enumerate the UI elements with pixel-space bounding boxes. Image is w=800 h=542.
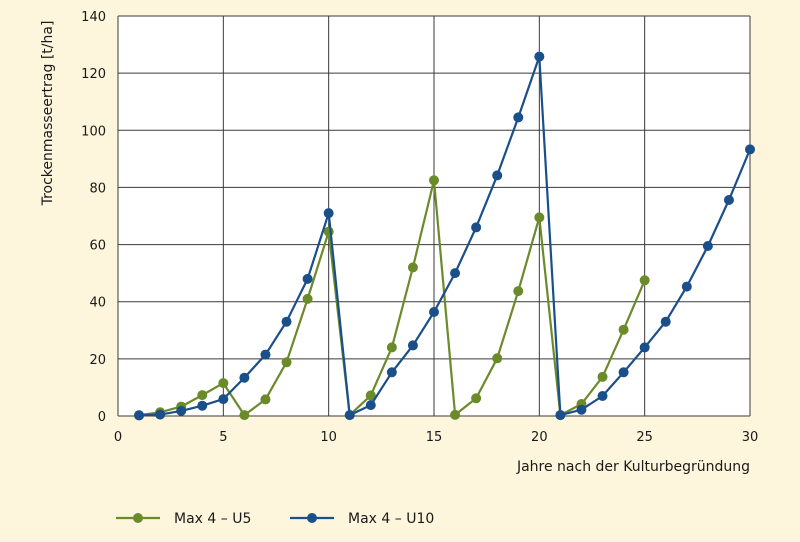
y-tick-label-80: 80 bbox=[89, 181, 106, 196]
data-point-s1-10 bbox=[323, 208, 334, 219]
legend: Max 4 – U5 Max 4 – U10 bbox=[116, 511, 434, 527]
data-point-s0-24 bbox=[618, 324, 629, 335]
data-point-s0-6 bbox=[239, 410, 250, 421]
data-point-s1-5 bbox=[218, 394, 229, 405]
data-point-s0-7 bbox=[260, 394, 271, 405]
data-point-s1-4 bbox=[197, 400, 208, 411]
data-point-s1-24 bbox=[618, 367, 629, 378]
data-point-s0-14 bbox=[407, 262, 418, 273]
data-point-s0-13 bbox=[386, 342, 397, 353]
data-point-s0-16 bbox=[450, 409, 461, 420]
data-point-s1-2 bbox=[155, 409, 166, 420]
x-tick-label-20: 20 bbox=[531, 430, 548, 445]
legend-marker-1 bbox=[307, 513, 317, 523]
data-point-s0-5 bbox=[218, 378, 229, 389]
data-point-s1-12 bbox=[365, 400, 376, 411]
grid bbox=[117, 15, 751, 417]
x-axis-title: Jahre nach der Kulturbegründung bbox=[516, 459, 750, 475]
legend-label-0: Max 4 – U5 bbox=[174, 511, 251, 527]
x-tick-label-15: 15 bbox=[426, 430, 443, 445]
data-point-s1-17 bbox=[471, 222, 482, 233]
data-point-s0-8 bbox=[281, 357, 292, 368]
y-tick-labels: 0 20 40 60 80 100 120 140 bbox=[81, 10, 106, 425]
data-point-s1-30 bbox=[745, 144, 755, 155]
data-point-s1-27 bbox=[681, 281, 692, 292]
data-point-s0-10 bbox=[323, 226, 334, 237]
data-point-s1-25 bbox=[639, 342, 650, 353]
data-point-s1-26 bbox=[660, 316, 671, 327]
data-point-s1-11 bbox=[344, 410, 355, 421]
y-tick-label-140: 140 bbox=[81, 10, 106, 25]
data-point-s1-28 bbox=[702, 241, 713, 251]
data-point-s1-15 bbox=[429, 307, 439, 317]
data-point-s1-29 bbox=[723, 195, 734, 205]
y-tick-label-0: 0 bbox=[98, 410, 106, 425]
data-point-s0-20 bbox=[534, 212, 545, 223]
y-tick-label-100: 100 bbox=[81, 124, 106, 139]
data-point-s0-18 bbox=[492, 353, 503, 364]
x-tick-label-25: 25 bbox=[636, 430, 653, 445]
data-point-s0-23 bbox=[597, 371, 608, 382]
legend-label-1: Max 4 – U10 bbox=[348, 511, 434, 527]
series-layer bbox=[134, 51, 755, 421]
data-point-s0-12 bbox=[365, 390, 376, 401]
x-tick-label-10: 10 bbox=[320, 430, 337, 445]
data-point-s0-25 bbox=[639, 275, 650, 286]
x-tick-label-5: 5 bbox=[219, 430, 227, 445]
x-tick-label-0: 0 bbox=[114, 430, 122, 445]
data-point-s0-15 bbox=[429, 175, 439, 186]
data-point-s1-9 bbox=[302, 273, 313, 284]
data-point-s1-1 bbox=[134, 410, 145, 421]
data-point-s1-18 bbox=[492, 170, 503, 181]
data-point-s1-19 bbox=[513, 112, 524, 123]
data-point-s0-4 bbox=[197, 390, 208, 401]
y-axis-title: Trockenmasseertrag [t/ha] bbox=[40, 21, 56, 207]
data-point-s1-6 bbox=[239, 372, 250, 383]
y-tick-label-20: 20 bbox=[89, 353, 106, 368]
data-point-s1-13 bbox=[386, 367, 397, 378]
data-point-s1-22 bbox=[576, 404, 587, 415]
data-point-s1-3 bbox=[176, 405, 187, 416]
data-point-s0-19 bbox=[513, 286, 524, 297]
y-tick-label-60: 60 bbox=[89, 239, 106, 254]
data-point-s1-16 bbox=[450, 268, 461, 279]
data-point-s0-17 bbox=[471, 393, 482, 404]
y-tick-label-120: 120 bbox=[81, 67, 106, 82]
legend-marker-0 bbox=[133, 513, 143, 523]
data-point-s1-23 bbox=[597, 391, 608, 401]
x-tick-labels: 0 5 10 15 20 25 30 bbox=[114, 430, 758, 445]
data-point-s1-7 bbox=[260, 349, 271, 360]
data-point-s1-21 bbox=[555, 410, 566, 421]
data-point-s0-9 bbox=[302, 293, 313, 304]
x-tick-label-30: 30 bbox=[742, 430, 759, 445]
data-point-s1-14 bbox=[407, 340, 418, 351]
y-tick-label-40: 40 bbox=[89, 296, 106, 311]
data-point-s1-8 bbox=[281, 316, 292, 327]
data-point-s1-20 bbox=[534, 51, 545, 62]
